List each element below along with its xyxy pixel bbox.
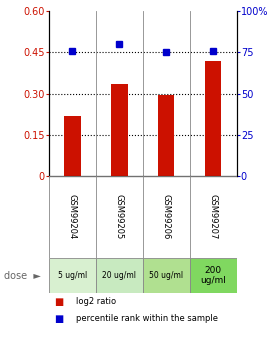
Text: percentile rank within the sample: percentile rank within the sample (76, 314, 218, 323)
Text: 50 ug/ml: 50 ug/ml (149, 271, 183, 280)
Bar (158, 95, 174, 176)
Text: 20 ug/ml: 20 ug/ml (102, 271, 136, 280)
Bar (111, 84, 128, 176)
Bar (143, 258, 190, 293)
Text: ■: ■ (55, 297, 64, 307)
Bar (96, 258, 143, 293)
Text: ■: ■ (55, 314, 64, 324)
Text: log2 ratio: log2 ratio (76, 297, 116, 306)
Bar (49, 258, 96, 293)
Text: 200
ug/ml: 200 ug/ml (200, 266, 226, 285)
Text: dose  ►: dose ► (4, 270, 41, 280)
Text: 5 ug/ml: 5 ug/ml (58, 271, 87, 280)
Text: GSM99205: GSM99205 (115, 195, 124, 240)
Bar (205, 61, 221, 176)
Bar (64, 116, 81, 176)
Bar (190, 258, 237, 293)
Text: GSM99207: GSM99207 (209, 195, 218, 240)
Text: GSM99204: GSM99204 (68, 195, 77, 240)
Text: GSM99206: GSM99206 (162, 195, 171, 240)
